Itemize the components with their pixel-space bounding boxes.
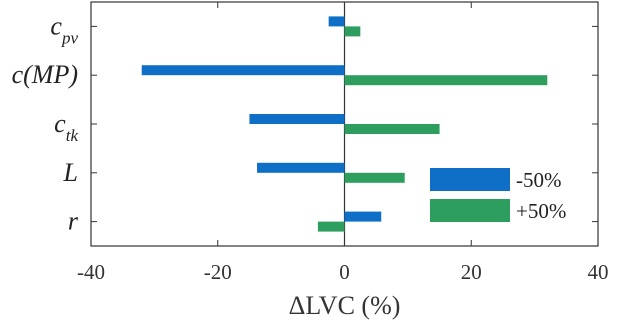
x-axis-label: ΔLVC (%) bbox=[289, 291, 401, 320]
category-label: ctk bbox=[54, 109, 78, 145]
category-label: r bbox=[68, 207, 79, 236]
bar bbox=[249, 114, 345, 124]
category-label: L bbox=[63, 158, 78, 187]
bars-group bbox=[141, 16, 548, 232]
category-label: c(MP) bbox=[12, 60, 78, 89]
bar bbox=[344, 26, 361, 37]
legend: -50% +50% bbox=[419, 158, 573, 228]
y-axis-ticks bbox=[91, 25, 598, 223]
legend-swatch bbox=[430, 168, 510, 191]
bar bbox=[344, 211, 382, 222]
bar bbox=[141, 65, 345, 76]
x-tick-label: 40 bbox=[588, 260, 609, 284]
bar bbox=[317, 221, 345, 232]
category-label: cpv bbox=[50, 11, 78, 47]
legend-label: -50% bbox=[516, 168, 562, 192]
bar bbox=[257, 162, 345, 173]
legend-swatch bbox=[430, 199, 510, 222]
x-axis-ticks: -40 -20 0 20 40 bbox=[77, 2, 609, 284]
x-tick-label: 0 bbox=[339, 260, 350, 284]
x-tick-label: -20 bbox=[204, 260, 232, 284]
y-axis-category-labels: cpv c(MP) ctk Lr bbox=[12, 11, 79, 235]
x-tick-label: 20 bbox=[461, 260, 482, 284]
bar bbox=[344, 172, 405, 183]
bar bbox=[328, 16, 345, 27]
x-tick-label: -40 bbox=[77, 260, 105, 284]
bar bbox=[344, 75, 548, 86]
bar bbox=[344, 124, 440, 134]
legend-label: +50% bbox=[516, 199, 566, 223]
